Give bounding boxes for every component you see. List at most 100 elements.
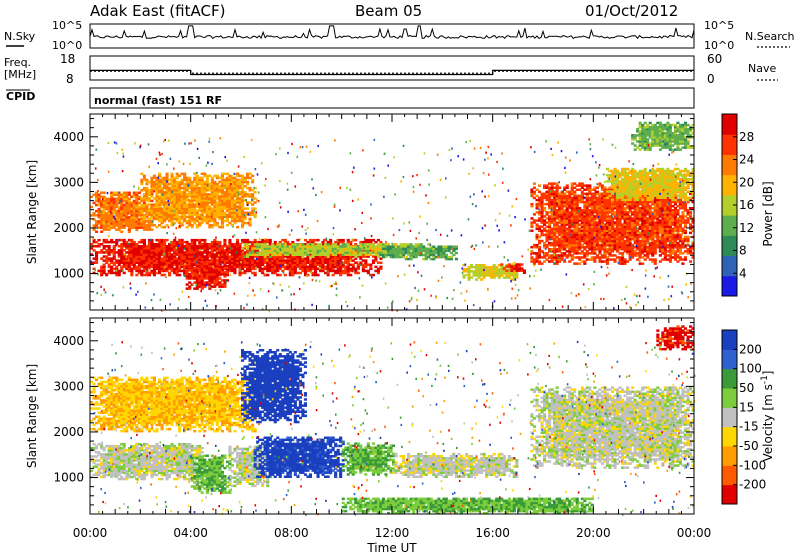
power-cells-cell (246, 259, 250, 262)
power-cells-cell (228, 243, 232, 246)
power-cells-cell (135, 203, 139, 207)
power-cells-cell (163, 180, 167, 184)
power-cells-cell (311, 251, 315, 254)
power-cells-cell (165, 263, 169, 266)
power-cells-cell (185, 193, 189, 196)
power-cells-cell (92, 228, 96, 231)
power-cells-cell (183, 251, 187, 254)
power-cells-cell (150, 193, 154, 196)
power-cells-cell (311, 249, 315, 252)
power-cells-cell (137, 209, 141, 213)
power-cells-cell (480, 266, 484, 269)
power-cells-cell (205, 259, 209, 262)
power-cells-cell (233, 271, 237, 275)
power-cells-cell (361, 267, 365, 271)
power-cells-cell (482, 270, 486, 273)
power-cells-cell (140, 226, 144, 229)
power-cells-cell (193, 266, 197, 270)
power-cells-cell (200, 262, 204, 266)
power-cells-cell (490, 268, 494, 271)
power-cells-cell (200, 247, 204, 250)
power-cells-cell (135, 226, 139, 229)
power-cells-cell (135, 269, 139, 273)
power-cells-cell (316, 267, 320, 271)
power-cells-cell (236, 247, 240, 250)
power-cells-cell (107, 214, 111, 217)
power-cells-cell (155, 245, 159, 248)
power-cells-cell (185, 263, 189, 266)
power-cells-cell (97, 222, 101, 225)
power-cells-cell (140, 253, 144, 256)
power-cells-cell (424, 249, 428, 253)
power-cells-cell (127, 222, 131, 225)
power-cells-cell (168, 199, 172, 202)
power-cells-cell (432, 257, 436, 261)
power-cells-cell (203, 277, 207, 280)
power-cells-cell (135, 201, 139, 205)
power-cells-cell (213, 275, 217, 278)
power-cells-cell (195, 271, 199, 274)
power-cells-cell (203, 258, 207, 262)
power-cells-cell (190, 255, 194, 258)
power-cells-cell (117, 253, 121, 256)
power-cells-cell (100, 271, 104, 275)
power-cells-cell (220, 249, 224, 252)
power-cells-cell (112, 218, 116, 221)
power-cells-cell (437, 245, 441, 248)
power-cells-cell (152, 243, 156, 246)
power-cells-cell (137, 224, 141, 227)
power-cells-cell (190, 225, 194, 229)
power-cells-cell (195, 251, 199, 254)
power-cells-cell (158, 205, 162, 208)
power-cells-cell (339, 245, 343, 248)
power-cells-cell (130, 267, 134, 271)
power-cells-cell (97, 269, 101, 273)
power-cells-cell (253, 263, 257, 266)
power-cells-cell (170, 261, 174, 264)
power-cells-cell (208, 251, 212, 254)
power-cells-cell (200, 275, 204, 278)
power-cells-cell (306, 273, 310, 277)
power-cells-cell (223, 279, 227, 282)
power-cells-cell (281, 251, 285, 254)
power-cells-cell (276, 259, 280, 262)
power-cells-cell (316, 249, 320, 252)
power-cells-cell (414, 245, 418, 248)
power-cells-cell (329, 257, 333, 260)
power-cells-cell (334, 255, 338, 258)
power-cells-cell (173, 213, 177, 217)
power-cells-cell (173, 243, 177, 246)
power-cells-cell (236, 251, 240, 254)
power-cells-cell (326, 249, 330, 252)
power-cells-cell (326, 240, 330, 244)
power-cells-cell (316, 251, 320, 254)
power-cells-cell (175, 191, 179, 194)
power-cells-cell (178, 197, 182, 200)
power-cells-cell (462, 270, 466, 273)
power-cells-cell (175, 201, 179, 204)
power-cells-cell (180, 209, 184, 212)
power-cells-cell (132, 222, 136, 225)
power-cells-cell (155, 207, 159, 210)
power-cells-cell (236, 265, 240, 269)
power-cells-cell (210, 285, 214, 288)
power-cells-cell (314, 245, 318, 248)
power-cells-cell (140, 189, 144, 192)
power-cells-cell (155, 215, 159, 219)
power-cells-cell (163, 257, 167, 260)
power-cells-cell (467, 276, 471, 279)
power-cells-cell (100, 251, 104, 254)
power-cells-cell (185, 207, 189, 210)
power-cells-cell (271, 251, 275, 254)
power-cells-cell (127, 197, 131, 201)
power-cells-cell (339, 261, 343, 264)
power-cells-cell (183, 193, 187, 196)
power-cells-cell (422, 247, 426, 251)
power-cells-cell (344, 259, 348, 262)
power-cells-cell (439, 247, 443, 251)
power-cells-cell (117, 271, 121, 275)
power-cells-cell (205, 271, 209, 274)
power-cells-cell (180, 211, 184, 214)
power-cells-cell (137, 205, 141, 209)
power-cells-cell (543, 207, 547, 210)
